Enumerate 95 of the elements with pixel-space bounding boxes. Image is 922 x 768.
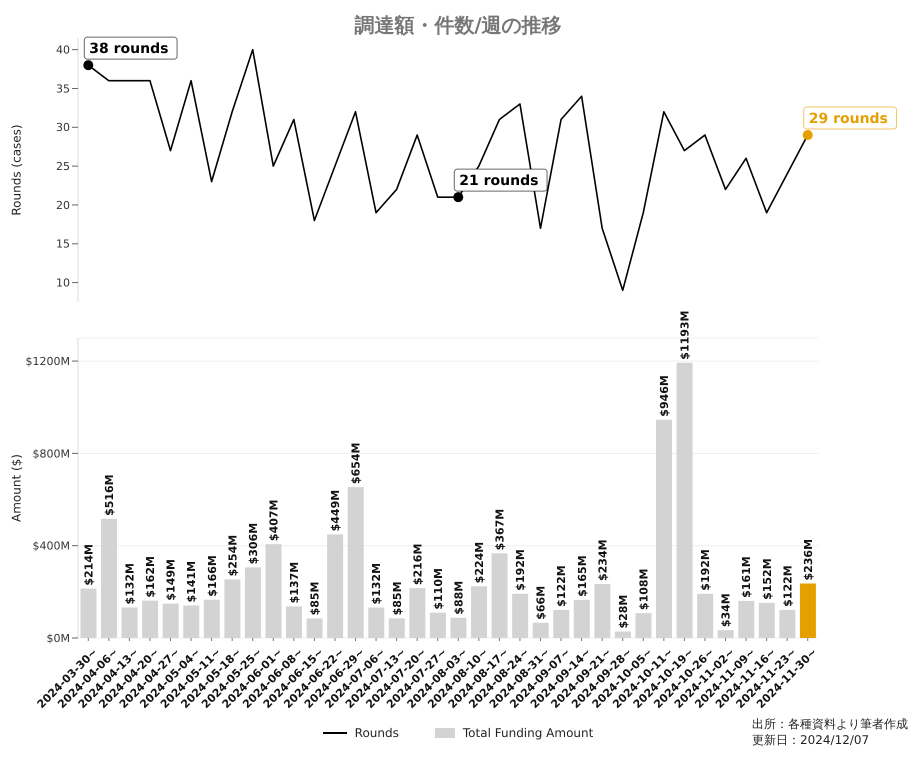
bar (532, 622, 549, 638)
data-label: $161M (740, 556, 754, 598)
bar (348, 487, 364, 638)
bar (306, 618, 323, 638)
data-label: $28M (616, 594, 630, 629)
y-tick-label: $1200M (26, 354, 70, 368)
bar (265, 544, 282, 638)
bar (635, 613, 652, 638)
data-label: $166M (206, 555, 219, 597)
y-tick-label: 20 (56, 198, 70, 212)
bar (183, 605, 200, 638)
bar (204, 600, 220, 638)
point (453, 192, 464, 202)
bar (718, 630, 734, 638)
bar (244, 567, 261, 638)
data-label: $407M (267, 500, 280, 542)
data-label: $85M (308, 581, 322, 616)
legend-label: Total Funding Amount (462, 726, 594, 740)
y-tick-label: 40 (56, 44, 70, 57)
data-label: $149M (164, 559, 178, 601)
bar (512, 594, 528, 638)
data-label: $110M (432, 568, 445, 610)
data-label: $85M (390, 581, 404, 616)
bar (142, 600, 158, 638)
bar (430, 612, 446, 638)
data-label: $516M (103, 474, 116, 516)
data-label: $192M (699, 549, 712, 591)
bar (676, 362, 693, 638)
bar (656, 420, 672, 638)
y-tick-label: 15 (56, 238, 70, 251)
bar (800, 584, 816, 638)
bar (162, 604, 179, 638)
bar (80, 588, 96, 638)
bar (738, 600, 754, 638)
data-label: $165M (576, 555, 589, 597)
data-label: $449M (329, 490, 342, 532)
data-label: $192M (514, 549, 528, 591)
bar (594, 584, 610, 638)
bar (409, 588, 426, 638)
data-label: $66M (534, 586, 548, 620)
data-label: $122M (555, 565, 568, 607)
annotation: 29 rounds (808, 111, 888, 128)
text: 更新日：2024/12/07 (752, 732, 870, 748)
data-label: $137M (288, 562, 302, 604)
y-axis-title: Rounds (cases) (9, 124, 24, 216)
data-label: $34M (720, 593, 733, 628)
bar (574, 600, 590, 638)
data-label: $234M (596, 539, 610, 581)
y-tick-label: $0M (46, 632, 70, 645)
data-label: $132M (370, 562, 384, 605)
data-label: $367M (494, 508, 507, 550)
bar (553, 610, 570, 638)
legend-label: Rounds (354, 726, 399, 740)
text: 出所：各種資料より筆者作成 (752, 716, 908, 732)
bar (758, 602, 775, 638)
data-label: $132M (124, 562, 137, 605)
data-label: $224M (473, 542, 486, 584)
bar (224, 579, 240, 638)
data-label: $141M (185, 560, 198, 602)
data-label: $88M (452, 580, 466, 615)
y-tick-label: 25 (56, 160, 70, 174)
bar (368, 608, 384, 638)
y-axis-title: Amount ($) (9, 454, 24, 522)
bar (388, 618, 405, 638)
data-label: $122M (781, 565, 794, 607)
annotation: 21 rounds (459, 173, 538, 190)
annotation: 38 rounds (89, 41, 168, 58)
bar (101, 518, 118, 638)
y-tick-label: 30 (56, 121, 70, 134)
y-tick-label: $400M (32, 540, 70, 553)
bar (122, 608, 138, 638)
y-tick-label: 10 (56, 276, 70, 290)
bar (450, 618, 466, 638)
data-label: $108M (637, 568, 650, 610)
data-label: $214M (82, 544, 96, 586)
y-tick-label: 35 (56, 82, 70, 96)
data-label: $236M (802, 538, 815, 581)
bar (327, 534, 344, 638)
data-label: $162M (144, 556, 158, 598)
point (83, 60, 94, 70)
data-label: $152M (760, 558, 774, 600)
bar (779, 610, 796, 638)
chart-title: 調達額・件数/週の推移 (353, 12, 563, 39)
data-label: $254M (226, 534, 240, 576)
data-label: $946M (658, 375, 672, 417)
bar (614, 632, 631, 638)
bar (492, 553, 508, 638)
data-label: $654M (350, 442, 363, 484)
bar (471, 586, 488, 638)
bar (697, 594, 714, 638)
data-label: $216M (411, 544, 424, 586)
bar (286, 606, 302, 638)
y-tick-label: $800M (32, 447, 70, 460)
data-label: $1193M (678, 310, 692, 360)
data-label: $306M (246, 522, 260, 564)
